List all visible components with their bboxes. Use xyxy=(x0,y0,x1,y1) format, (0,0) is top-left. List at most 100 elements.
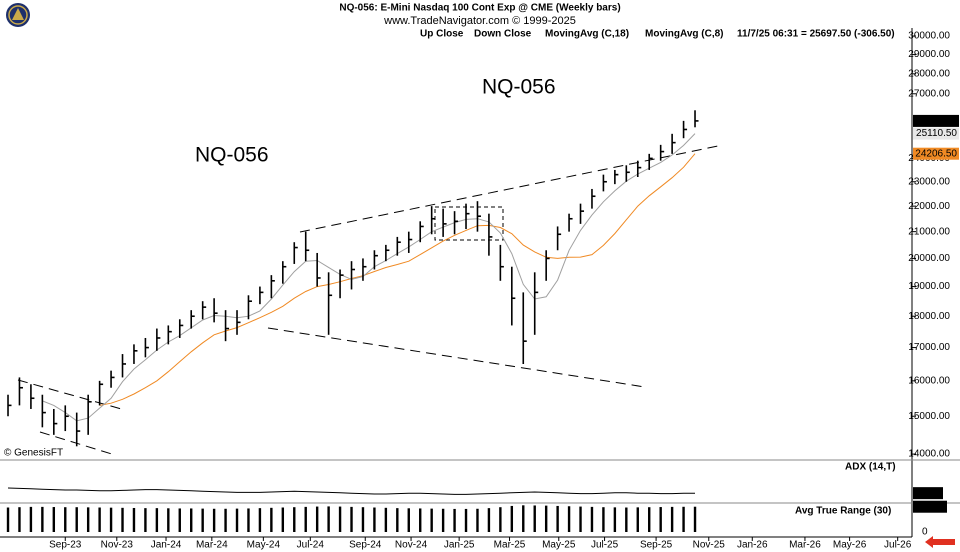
atr-bar xyxy=(648,507,651,532)
x-tick-label: Mar-24 xyxy=(196,540,228,551)
y-tick-label: 17000.00 xyxy=(908,342,950,353)
atr-bar xyxy=(144,508,147,532)
y-tick-label: 15000.00 xyxy=(908,411,950,422)
atr-bar xyxy=(224,508,227,532)
atr-bar xyxy=(533,505,536,532)
atr-bar xyxy=(510,505,514,532)
y-tick-label: 29000.00 xyxy=(908,49,950,60)
atr-bar xyxy=(41,506,44,532)
y-tick-label: 16000.00 xyxy=(908,375,950,386)
atr-bar xyxy=(121,507,124,532)
range-box xyxy=(434,206,504,241)
last-value-label: 22.12 xyxy=(916,488,941,499)
y-tick-label: 14000.00 xyxy=(908,449,950,460)
atr-bar xyxy=(98,507,101,532)
watermark: © GenesisFT xyxy=(4,448,63,459)
atr-bar xyxy=(441,508,445,532)
y-tick-label: 20000.00 xyxy=(908,253,950,264)
last-value-label: 24206.50 xyxy=(915,148,957,159)
x-tick-label: Jul-26 xyxy=(884,540,912,551)
x-tick-label: Jul-25 xyxy=(591,540,619,551)
legend-label: MovingAvg (C,18) xyxy=(545,29,629,40)
x-tick-label: May-26 xyxy=(833,540,867,551)
atr-bar xyxy=(670,506,674,532)
x-tick-label: Nov-25 xyxy=(693,540,726,551)
y-tick-label: 18000.00 xyxy=(908,311,950,322)
atr-bar xyxy=(6,507,10,532)
legend-up: Up Close xyxy=(420,29,464,40)
atr-bar xyxy=(464,508,468,532)
last-value-label: 25697.50 xyxy=(915,116,957,127)
last-value-box xyxy=(913,147,959,160)
atr-bar xyxy=(64,507,67,532)
x-tick-label: May-24 xyxy=(247,540,281,551)
atr-bar xyxy=(75,507,78,532)
y-tick-label: 21000.00 xyxy=(908,226,950,237)
x-tick-label: Sep-24 xyxy=(349,540,382,551)
atr-bar xyxy=(86,507,90,532)
last-value-label: 25110.50 xyxy=(916,128,957,139)
last-value-box xyxy=(913,500,947,513)
x-tick-label: Sep-25 xyxy=(640,540,673,551)
annotation: NQ-056 xyxy=(482,76,556,99)
chart-title: NQ-056: E-Mini Nasdaq 100 Cont Exp @ CME… xyxy=(339,3,620,14)
x-tick-label: Jan-25 xyxy=(444,540,475,551)
y-tick-label: 28000.00 xyxy=(908,68,950,79)
atr-bar xyxy=(602,507,605,532)
trend-line xyxy=(299,145,719,233)
y-tick-label: 27000.00 xyxy=(908,88,950,99)
x-tick-label: Jan-26 xyxy=(737,540,768,551)
atr-bar xyxy=(109,507,113,532)
atr-bar xyxy=(155,508,159,532)
legend-down: Down Close xyxy=(474,29,532,40)
atr-bar xyxy=(544,505,548,532)
atr-bar xyxy=(212,508,216,532)
atr-bar xyxy=(247,508,250,532)
chart-subtitle: www.TradeNavigator.com © 1999-2025 xyxy=(383,15,576,27)
atr-bar xyxy=(579,506,582,532)
atr-bar xyxy=(373,507,376,532)
x-tick-label: May-25 xyxy=(542,540,576,551)
atr-bar xyxy=(384,507,388,532)
last-value-box xyxy=(913,114,959,127)
atr-bar xyxy=(350,506,353,532)
x-tick-label: Mar-26 xyxy=(789,540,821,551)
atr-bar xyxy=(590,506,594,532)
atr-bar xyxy=(190,508,193,532)
atr-bar xyxy=(258,508,262,532)
y-tick-label: 19000.00 xyxy=(908,281,950,292)
atr-bar xyxy=(18,507,21,532)
x-tick-label: Nov-24 xyxy=(395,540,428,551)
atr-bar xyxy=(625,507,628,532)
x-tick-label: Mar-25 xyxy=(494,540,526,551)
atr-bar xyxy=(270,507,273,532)
quote: 11/7/25 06:31 = 25697.50 (-306.50) xyxy=(737,29,895,40)
atr-bar xyxy=(419,508,422,532)
atr-bar xyxy=(178,508,181,532)
atr-bar xyxy=(304,506,307,532)
atr-bar xyxy=(499,507,502,532)
legend-label: MovingAvg (C,8) xyxy=(645,29,724,40)
atr-bar xyxy=(567,506,571,532)
moving-average xyxy=(42,133,696,422)
x-tick-label: Jul-24 xyxy=(297,540,325,551)
atr-bar xyxy=(682,506,685,532)
atr-bar xyxy=(293,507,296,532)
atr-bar xyxy=(476,508,479,532)
adx-line xyxy=(7,487,695,495)
atr-bar xyxy=(636,507,639,532)
atr-bar xyxy=(361,507,365,532)
atr-bar xyxy=(338,506,342,532)
atr-bar xyxy=(487,508,491,532)
scroll-arrow[interactable] xyxy=(925,536,955,548)
atr-bar xyxy=(235,508,239,532)
last-value-label: 805.23 xyxy=(914,501,945,512)
moving-average xyxy=(99,153,696,406)
panel-title: ADX (14,T) xyxy=(845,462,896,473)
last-value-box xyxy=(913,127,959,140)
trend-line xyxy=(17,379,126,411)
atr-bar xyxy=(315,506,319,532)
atr-bar xyxy=(453,508,456,532)
atr-bar xyxy=(693,506,697,532)
